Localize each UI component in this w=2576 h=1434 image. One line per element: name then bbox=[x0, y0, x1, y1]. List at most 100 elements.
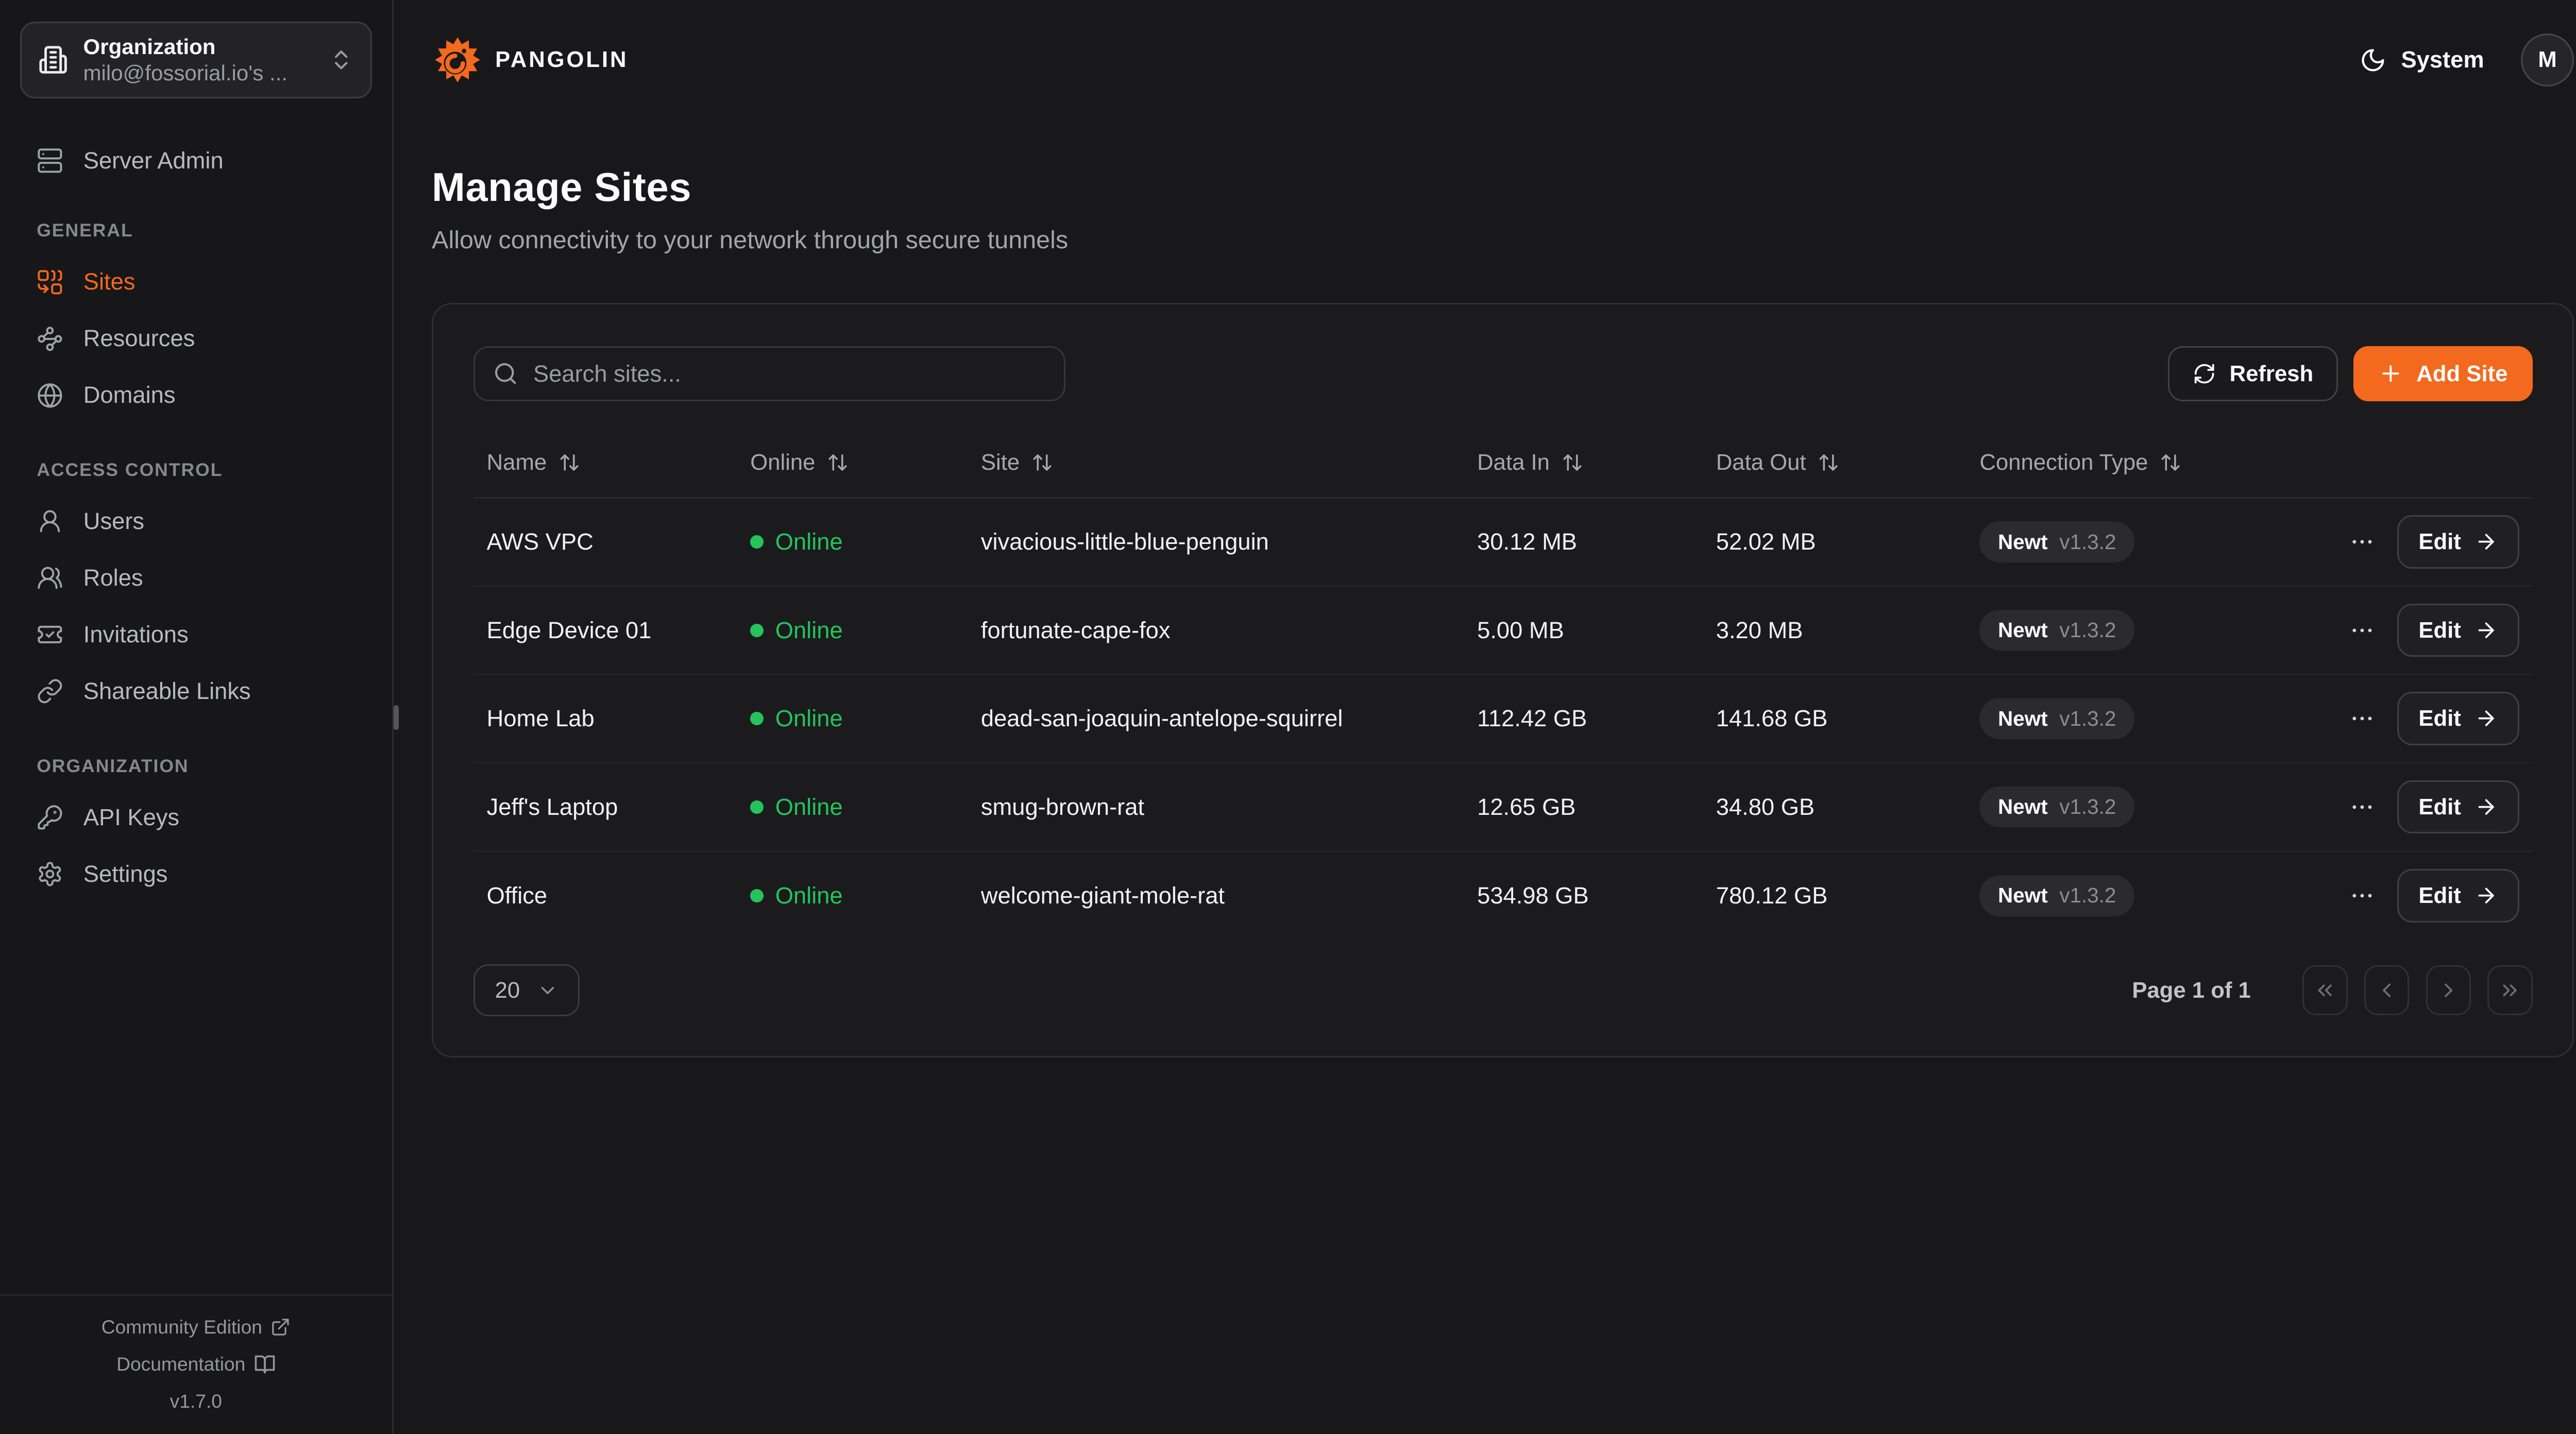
column-label: Online bbox=[750, 449, 816, 475]
next-page-button[interactable] bbox=[2426, 965, 2471, 1016]
sidebar-item-domains[interactable]: Domains bbox=[20, 369, 372, 421]
org-selector[interactable]: Organization milo@fossorial.io's ... bbox=[20, 22, 372, 98]
add-site-button[interactable]: Add Site bbox=[2353, 346, 2533, 401]
cell-data-in: 112.42 GB bbox=[1464, 674, 1703, 764]
ticket-check-icon bbox=[37, 621, 63, 648]
combine-icon bbox=[37, 269, 63, 296]
edit-button[interactable]: Edit bbox=[2397, 692, 2519, 745]
first-page-button[interactable] bbox=[2302, 965, 2348, 1016]
cell-connection-type: Newt v1.3.2 bbox=[1966, 674, 2347, 764]
edit-label: Edit bbox=[2418, 706, 2461, 731]
sidebar-item-api-keys[interactable]: API Keys bbox=[20, 792, 372, 843]
table-row: Edge Device 01 Online fortunate-cape-fox… bbox=[473, 586, 2533, 675]
sites-card: Refresh Add Site Name Online bbox=[432, 303, 2574, 1058]
building-icon bbox=[38, 45, 68, 75]
sidebar-item-invitations[interactable]: Invitations bbox=[20, 609, 372, 660]
column-header-data-out[interactable]: Data Out bbox=[1702, 436, 1967, 499]
sort-icon bbox=[2160, 452, 2181, 473]
sort-icon bbox=[1031, 452, 1053, 473]
arrow-right-icon bbox=[2475, 795, 2498, 818]
arrow-right-icon bbox=[2475, 530, 2498, 553]
refresh-button[interactable]: Refresh bbox=[2168, 346, 2338, 401]
sidebar-item-settings[interactable]: Settings bbox=[20, 848, 372, 900]
topbar-right: System M bbox=[2360, 33, 2574, 87]
sort-icon bbox=[1562, 452, 1583, 473]
connection-name: Newt bbox=[1997, 883, 2048, 908]
card-footer: 20 Page 1 of 1 bbox=[473, 964, 2533, 1016]
sidebar-item-label: Users bbox=[83, 508, 145, 535]
edit-button[interactable]: Edit bbox=[2397, 869, 2519, 923]
search-input[interactable] bbox=[533, 360, 1045, 387]
brand-name: PANGOLIN bbox=[495, 47, 629, 73]
refresh-label: Refresh bbox=[2229, 361, 2314, 386]
sidebar-item-label: Server Admin bbox=[83, 147, 224, 174]
sort-icon bbox=[827, 452, 849, 473]
sidebar-item-label: Roles bbox=[83, 565, 143, 591]
column-header-site[interactable]: Site bbox=[968, 436, 1464, 499]
row-menu-button[interactable] bbox=[2342, 522, 2382, 562]
book-open-icon bbox=[254, 1354, 276, 1375]
page-content: Manage Sites Allow connectivity to your … bbox=[394, 120, 2576, 1058]
online-status-label: Online bbox=[775, 705, 843, 732]
pangolin-logo-icon bbox=[435, 37, 481, 83]
edit-label: Edit bbox=[2418, 794, 2461, 820]
cell-data-out: 3.20 MB bbox=[1702, 586, 1967, 675]
community-edition-link[interactable]: Community Edition bbox=[0, 1316, 392, 1338]
chevron-left-icon bbox=[2383, 983, 2391, 997]
toolbar-actions: Refresh Add Site bbox=[2168, 346, 2533, 401]
cell-data-out: 34.80 GB bbox=[1702, 762, 1967, 852]
cell-name: Home Lab bbox=[473, 674, 737, 764]
column-header-name[interactable]: Name bbox=[473, 436, 737, 499]
row-menu-button[interactable] bbox=[2342, 787, 2382, 827]
add-site-label: Add Site bbox=[2416, 361, 2508, 386]
page-size-select[interactable]: 20 bbox=[473, 964, 580, 1016]
row-menu-button[interactable] bbox=[2342, 698, 2382, 739]
column-header-online[interactable]: Online bbox=[737, 436, 968, 499]
cell-site: smug-brown-rat bbox=[968, 762, 1464, 852]
sidebar-item-users[interactable]: Users bbox=[20, 496, 372, 547]
org-selector-value: milo@fossorial.io's ... bbox=[83, 61, 288, 86]
column-header-actions bbox=[2347, 436, 2533, 499]
cell-site: welcome-giant-mole-rat bbox=[980, 882, 1225, 909]
theme-toggle-button[interactable]: System bbox=[2360, 46, 2484, 73]
row-menu-button[interactable] bbox=[2342, 876, 2382, 916]
column-header-connection-type[interactable]: Connection Type bbox=[1966, 436, 2347, 499]
online-status-label: Online bbox=[775, 882, 843, 909]
refresh-icon bbox=[2193, 362, 2216, 385]
last-page-button[interactable] bbox=[2487, 965, 2533, 1016]
app-version: v1.7.0 bbox=[170, 1390, 223, 1412]
sidebar-item-roles[interactable]: Roles bbox=[20, 552, 372, 604]
cell-online: Online bbox=[737, 762, 968, 852]
cell-name: Edge Device 01 bbox=[473, 586, 737, 675]
cell-online: Online bbox=[737, 498, 968, 587]
column-header-data-in[interactable]: Data In bbox=[1464, 436, 1703, 499]
connection-version: v1.3.2 bbox=[2059, 530, 2116, 554]
cell-online: Online bbox=[737, 674, 968, 764]
sort-icon bbox=[1818, 452, 1839, 473]
arrow-right-icon bbox=[2475, 707, 2498, 730]
sidebar-item-shareable-links[interactable]: Shareable Links bbox=[20, 665, 372, 717]
row-menu-button[interactable] bbox=[2342, 610, 2382, 651]
edit-button[interactable]: Edit bbox=[2397, 780, 2519, 834]
page-info: Page 1 of 1 bbox=[2132, 977, 2251, 1003]
sidebar-item-label: API Keys bbox=[83, 804, 180, 831]
connection-type-badge: Newt v1.3.2 bbox=[1979, 875, 2134, 916]
waypoints-icon bbox=[37, 326, 63, 352]
sidebar-item-sites[interactable]: Sites bbox=[20, 256, 372, 308]
sidebar-item-label: Domains bbox=[83, 382, 176, 408]
sidebar-item-server-admin[interactable]: Server Admin bbox=[20, 135, 372, 186]
column-label: Name bbox=[486, 449, 547, 475]
previous-page-button[interactable] bbox=[2364, 965, 2410, 1016]
page-title: Manage Sites bbox=[432, 165, 692, 210]
documentation-link[interactable]: Documentation bbox=[0, 1353, 392, 1375]
avatar[interactable]: M bbox=[2520, 33, 2574, 87]
sidebar-scrollbar-thumb[interactable] bbox=[393, 705, 399, 730]
online-status-label: Online bbox=[775, 617, 843, 643]
cell-data-out: 141.68 GB bbox=[1702, 674, 1967, 764]
edit-button[interactable]: Edit bbox=[2397, 603, 2519, 657]
user-icon bbox=[37, 508, 63, 535]
edit-label: Edit bbox=[2418, 617, 2461, 643]
online-status-dot bbox=[750, 712, 764, 726]
sidebar-item-resources[interactable]: Resources bbox=[20, 313, 372, 364]
edit-button[interactable]: Edit bbox=[2397, 515, 2519, 569]
